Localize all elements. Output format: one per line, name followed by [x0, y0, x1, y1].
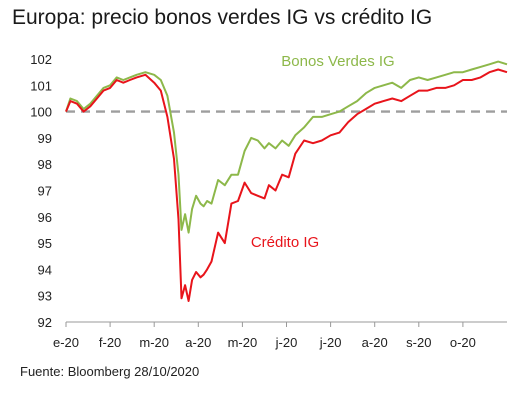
series-layer: [65, 60, 508, 302]
y-tick-label: 94: [38, 262, 52, 277]
y-tick-label: 92: [38, 315, 52, 330]
chart-title: Europa: precio bonos verdes IG vs crédit…: [12, 6, 433, 29]
x-tick-label: j-20: [319, 335, 342, 350]
series-line-credito: [65, 68, 508, 302]
y-tick-label: 97: [38, 184, 52, 199]
source-note: Fuente: Bloomberg 28/10/2020: [20, 364, 200, 379]
y-tick-label: 95: [38, 236, 52, 251]
y-tick-label: 101: [30, 78, 52, 93]
series-label-credito: Crédito IG: [251, 234, 319, 251]
y-tick-label: 102: [30, 52, 52, 67]
x-tick-label: f-20: [99, 335, 121, 350]
axis-layer: e-20 f-20 m-20 a-20 m-20 j-20 j-20 a-20 s-20 o-20…: [30, 52, 507, 350]
y-tick-label: 96: [38, 210, 52, 225]
x-tick-label: m-20: [228, 335, 258, 350]
x-tick-label: o-20: [450, 335, 476, 350]
x-tick-label: s-20: [406, 335, 431, 350]
x-tick-label: a-20: [362, 335, 388, 350]
x-tick-label: m-20: [139, 335, 169, 350]
x-tick-label: j-20: [275, 335, 298, 350]
x-tick-label: e-20: [53, 335, 79, 350]
y-tick-label: 100: [30, 105, 52, 120]
x-tick-label: a-20: [185, 335, 211, 350]
series-label-bonos-verdes: Bonos Verdes IG: [281, 53, 394, 70]
series-line-bonos-verdes: [65, 60, 508, 234]
label-layer: Bonos Verdes IG Crédito IG: [251, 53, 395, 251]
y-tick-label: 93: [38, 289, 52, 304]
y-tick-label: 99: [38, 131, 52, 146]
y-tick-label: 98: [38, 157, 52, 172]
